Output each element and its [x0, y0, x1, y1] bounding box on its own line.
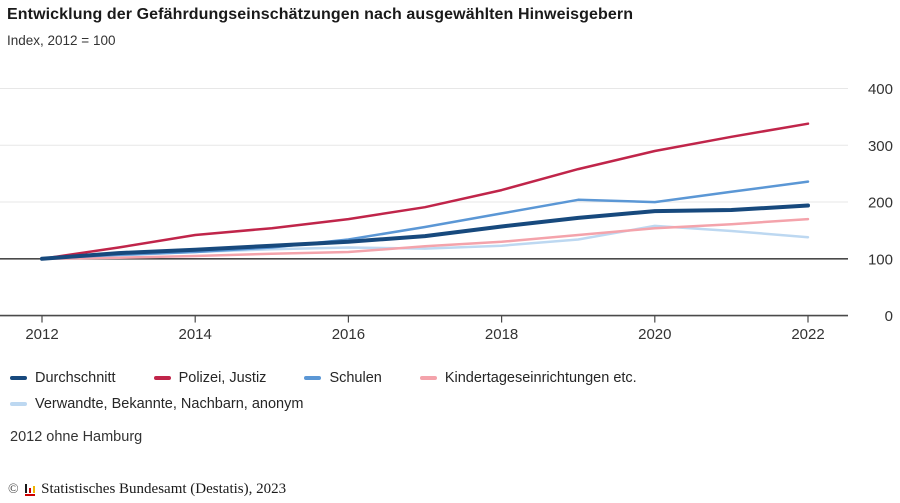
legend-item: Polizei, Justiz — [153, 370, 267, 386]
legend-item: Kindertageseinrichtungen etc. — [419, 370, 637, 386]
series-line-polizei-justiz — [40, 122, 810, 261]
series-line-durchschnitt — [40, 203, 810, 261]
legend-swatch — [304, 376, 322, 380]
chart-footnote: 2012 ohne Hamburg — [10, 429, 143, 445]
legend-label: Kindertageseinrichtungen etc. — [444, 370, 637, 386]
x-axis-tick-label: 2012 — [25, 326, 58, 343]
chart-title: Entwicklung der Gefährdungseinschätzunge… — [7, 6, 634, 23]
legend-swatch — [10, 376, 27, 380]
legend-label: Schulen — [329, 370, 382, 386]
x-axis-tick-label: 2020 — [638, 326, 671, 343]
source-line: © Statistisches Bundesamt (Destatis), 20… — [8, 481, 286, 498]
legend-label: Durchschnitt — [35, 370, 116, 386]
y-axis-tick-label: 0 — [885, 308, 893, 325]
legend-item: Verwandte, Bekannte, Nachbarn, anonym — [10, 396, 303, 412]
x-axis-tick-label: 2014 — [179, 326, 212, 343]
series-line-schulen — [40, 180, 810, 261]
legend-item: Durchschnitt — [10, 370, 116, 386]
destatis-bars-icon — [24, 483, 36, 496]
legend-swatch — [419, 376, 437, 380]
series-line-kindertageseinrichtungen-etc — [40, 217, 810, 261]
legend-swatch — [153, 376, 171, 380]
x-axis-tick-label: 2022 — [791, 326, 824, 343]
legend-label: Polizei, Justiz — [178, 370, 267, 386]
source-text: Statistisches Bundesamt (Destatis), 2023 — [41, 481, 287, 497]
copyright-symbol: © — [8, 481, 19, 497]
legend-item: Schulen — [304, 370, 382, 386]
line-chart-plot-area: 400 300 200 100 0 2012 2014 2016 2018 2020 2022 — [0, 81, 893, 343]
y-axis-tick-label: 100 — [868, 251, 893, 268]
legend-swatch — [10, 402, 27, 406]
x-axis-tick-label: 2018 — [485, 326, 518, 343]
chart-header: Entwicklung der Gefährdungseinschätzunge… — [7, 6, 893, 48]
y-axis-tick-label: 200 — [868, 195, 893, 212]
legend-label: Verwandte, Bekannte, Nachbarn, anonym — [35, 396, 304, 412]
chart-legend: Durchschnitt Polizei, Justiz Schulen Kinder… — [10, 370, 770, 412]
x-axis-tick-label: 2016 — [332, 326, 365, 343]
y-axis-tick-label: 300 — [868, 138, 893, 155]
chart-subtitle: Index, 2012 = 100 — [7, 33, 116, 48]
y-axis-tick-label: 400 — [868, 81, 893, 98]
